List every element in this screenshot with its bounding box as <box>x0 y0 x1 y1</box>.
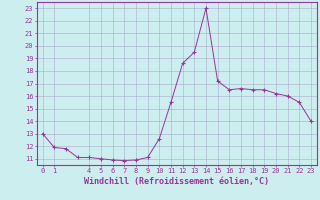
X-axis label: Windchill (Refroidissement éolien,°C): Windchill (Refroidissement éolien,°C) <box>84 177 269 186</box>
